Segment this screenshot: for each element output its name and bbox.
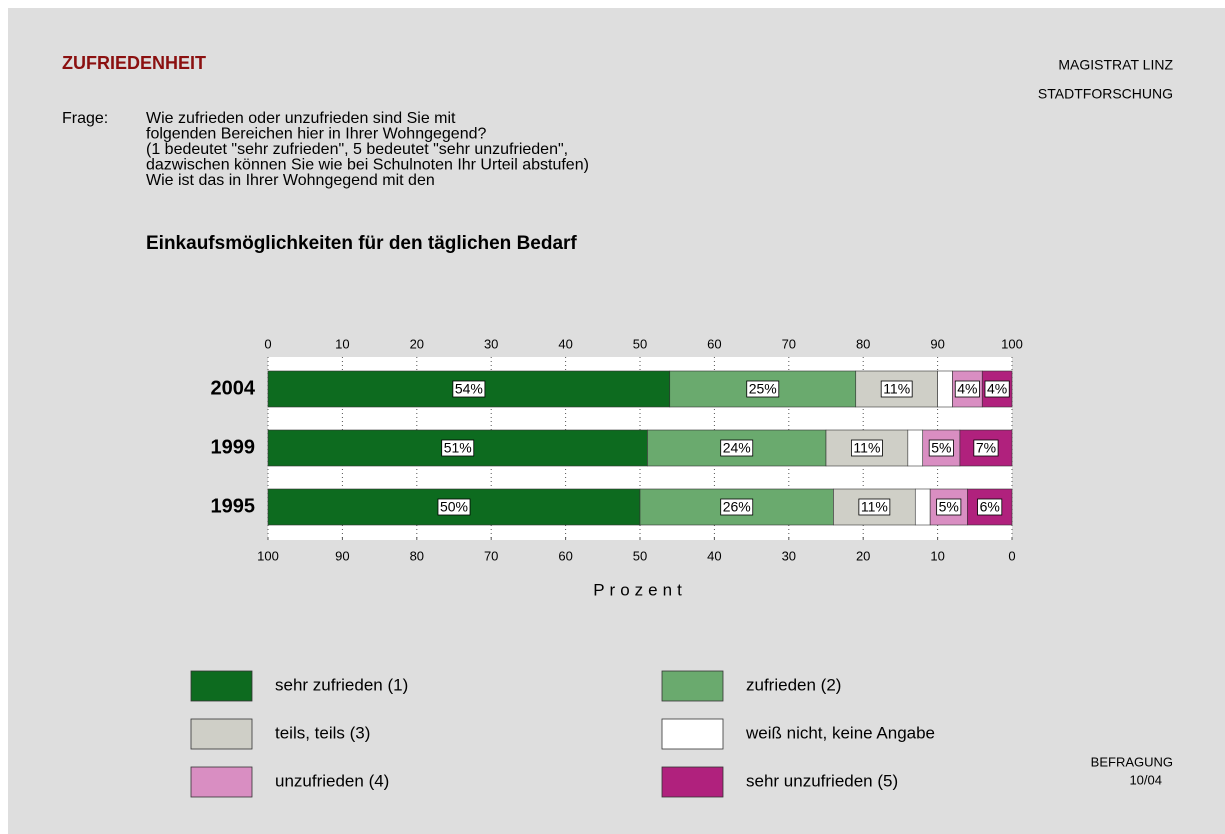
legend-label: teils, teils (3) (275, 723, 370, 742)
value-label: 11% (861, 499, 888, 515)
value-label: 6% (980, 499, 1000, 515)
question-line: dazwischen können Sie wie bei Schulnoten… (146, 157, 589, 174)
x2-tick-label: 10 (930, 548, 944, 563)
bar-segment (907, 429, 924, 467)
x2-tick-label: 90 (335, 548, 349, 563)
legend-label: sehr unzufrieden (5) (746, 771, 898, 790)
x-tick-label: 30 (484, 336, 498, 351)
value-label-box (984, 380, 1010, 398)
question-line: folgenden Bereichen hier in Ihrer Wohnge… (146, 126, 486, 143)
value-label: 7% (976, 440, 996, 456)
value-label-box (936, 498, 962, 516)
legend-swatch (190, 718, 253, 750)
value-label-box (880, 380, 913, 398)
x-tick-label: 60 (707, 336, 721, 351)
x-tick-label: 40 (558, 336, 572, 351)
x-tick-label: 0 (264, 336, 271, 351)
value-label: 4% (987, 381, 1007, 397)
legend-swatch (190, 766, 253, 798)
x2-tick-label: 80 (410, 548, 424, 563)
value-label: 26% (723, 499, 751, 515)
x2-tick-label: 60 (558, 548, 572, 563)
value-label-box (720, 498, 754, 516)
value-label: 11% (883, 381, 910, 397)
legend-label: unzufrieden (4) (275, 771, 389, 790)
value-label-box (954, 380, 980, 398)
legend-label: sehr zufrieden (1) (275, 675, 408, 694)
x-tick-label: 10 (335, 336, 349, 351)
value-label: 11% (853, 440, 880, 456)
x-tick-label: 90 (930, 336, 944, 351)
value-label-box (858, 498, 891, 516)
x-axis-label: Prozent (593, 580, 687, 599)
y-tick-label: 1995 (211, 495, 256, 517)
question-line: Wie zufrieden oder unzufrieden sind Sie … (146, 110, 456, 127)
bar-segment (267, 370, 671, 408)
value-label-box (851, 439, 883, 457)
question-line: Wie ist das in Ihrer Wohngegend mit den (146, 172, 435, 189)
footer: BEFRAGUNG (1091, 754, 1173, 769)
y-tick-label: 1999 (211, 436, 256, 458)
legend-swatch (661, 670, 724, 702)
question-line: (1 bedeutet "sehr zufrieden", 5 bedeutet… (146, 141, 568, 158)
footer: 10/04 (1129, 772, 1162, 787)
value-label-box (973, 439, 999, 457)
x-tick-label: 100 (1001, 336, 1023, 351)
value-label: 50% (440, 499, 468, 515)
x2-tick-label: 100 (257, 548, 279, 563)
value-label: 51% (444, 440, 472, 456)
value-label-box (720, 439, 754, 457)
chart-title: Einkaufsmöglichkeiten für den täglichen … (146, 233, 577, 254)
value-label: 5% (931, 440, 951, 456)
legend-swatch (661, 718, 724, 750)
value-label: 24% (723, 440, 751, 456)
x2-tick-label: 0 (1008, 548, 1015, 563)
value-label-box (437, 498, 471, 516)
y-tick-label: 2004 (211, 377, 256, 399)
x-tick-label: 70 (782, 336, 796, 351)
org: STADTFORSCHUNG (1038, 86, 1173, 102)
value-label-box (977, 498, 1003, 516)
x-tick-label: 50 (633, 336, 647, 351)
value-label: 25% (749, 381, 777, 397)
value-label: 5% (939, 499, 959, 515)
org: MAGISTRAT LINZ (1058, 57, 1173, 73)
legend-swatch (190, 670, 253, 702)
title: ZUFRIEDENHEIT (62, 53, 206, 73)
x2-tick-label: 40 (707, 548, 721, 563)
value-label-box (928, 439, 954, 457)
value-label-box (746, 380, 780, 398)
question-label: Frage: (62, 110, 108, 127)
bar-segment (914, 488, 931, 526)
legend-swatch (661, 766, 724, 798)
value-label-box (441, 439, 475, 457)
x2-tick-label: 20 (856, 548, 870, 563)
bar-segment (937, 370, 953, 408)
x-tick-label: 20 (410, 336, 424, 351)
value-label: 4% (957, 381, 977, 397)
x2-tick-label: 30 (782, 548, 796, 563)
value-label: 54% (455, 381, 483, 397)
legend-label: weiß nicht, keine Angabe (745, 723, 935, 742)
value-label-box (452, 380, 486, 398)
x-tick-label: 80 (856, 336, 870, 351)
legend-label: zufrieden (2) (746, 675, 841, 694)
x2-tick-label: 70 (484, 548, 498, 563)
x2-tick-label: 50 (633, 548, 647, 563)
